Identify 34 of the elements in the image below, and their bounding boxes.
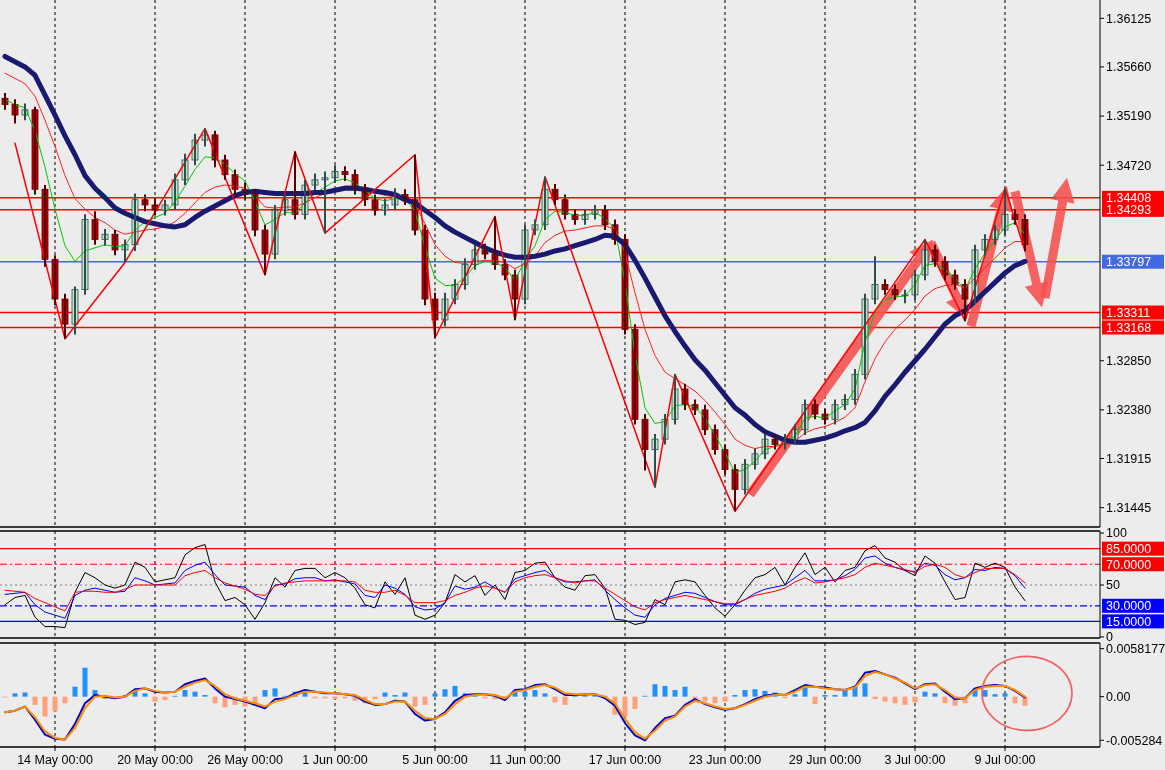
ref-line-label: 1.33168 bbox=[1106, 320, 1152, 335]
ref-line-label: 1.33797 bbox=[1106, 255, 1152, 270]
x-tick-label: 14 May 00:00 bbox=[17, 753, 93, 767]
x-tick-label: 26 May 00:00 bbox=[207, 753, 283, 767]
y-tick-label: 50 bbox=[1106, 578, 1120, 593]
y-tick-label: -0.005284 bbox=[1106, 733, 1163, 748]
ref-line-label: 1.34408 bbox=[1106, 191, 1152, 206]
x-tick-label: 23 Jun 00:00 bbox=[688, 753, 762, 767]
ref-line-label: 85.0000 bbox=[1106, 542, 1152, 557]
y-tick-label: 1.36125 bbox=[1106, 11, 1152, 26]
x-tick-label: 1 Jun 00:00 bbox=[302, 753, 368, 767]
x-tick-label: 11 Jun 00:00 bbox=[489, 753, 561, 767]
y-tick-label: 1.35190 bbox=[1106, 109, 1152, 124]
y-tick-label: 1.32380 bbox=[1106, 403, 1152, 418]
x-tick-label: 5 Jun 00:00 bbox=[402, 753, 468, 767]
y-tick-label: 0 bbox=[1106, 630, 1113, 645]
ref-line-label: 30.0000 bbox=[1106, 599, 1152, 614]
y-tick-label: 1.34720 bbox=[1106, 158, 1152, 173]
ref-line-label: 15.0000 bbox=[1106, 614, 1152, 629]
y-tick-label: 1.31445 bbox=[1106, 501, 1152, 516]
x-tick-label: 9 Jul 00:00 bbox=[974, 753, 1036, 767]
y-tick-label: 1.31915 bbox=[1106, 451, 1152, 466]
y-tick-label: 1.35660 bbox=[1106, 60, 1152, 75]
ref-line-label: 1.34293 bbox=[1106, 203, 1152, 218]
y-tick-label: 1.32850 bbox=[1106, 354, 1152, 369]
y-tick-label: 0.0058177 bbox=[1106, 642, 1165, 657]
y-tick-label: 0.00 bbox=[1106, 690, 1131, 705]
ref-line-label: 1.33311 bbox=[1106, 305, 1151, 320]
ref-line-label: 70.0000 bbox=[1106, 557, 1152, 572]
x-tick-label: 20 May 00:00 bbox=[117, 753, 193, 767]
y-tick-label: 100 bbox=[1106, 526, 1127, 541]
x-tick-label: 29 Jun 00:00 bbox=[788, 753, 862, 767]
x-tick-label: 3 Jul 00:00 bbox=[884, 753, 946, 767]
x-tick-label: 17 Jun 00:00 bbox=[588, 753, 662, 767]
